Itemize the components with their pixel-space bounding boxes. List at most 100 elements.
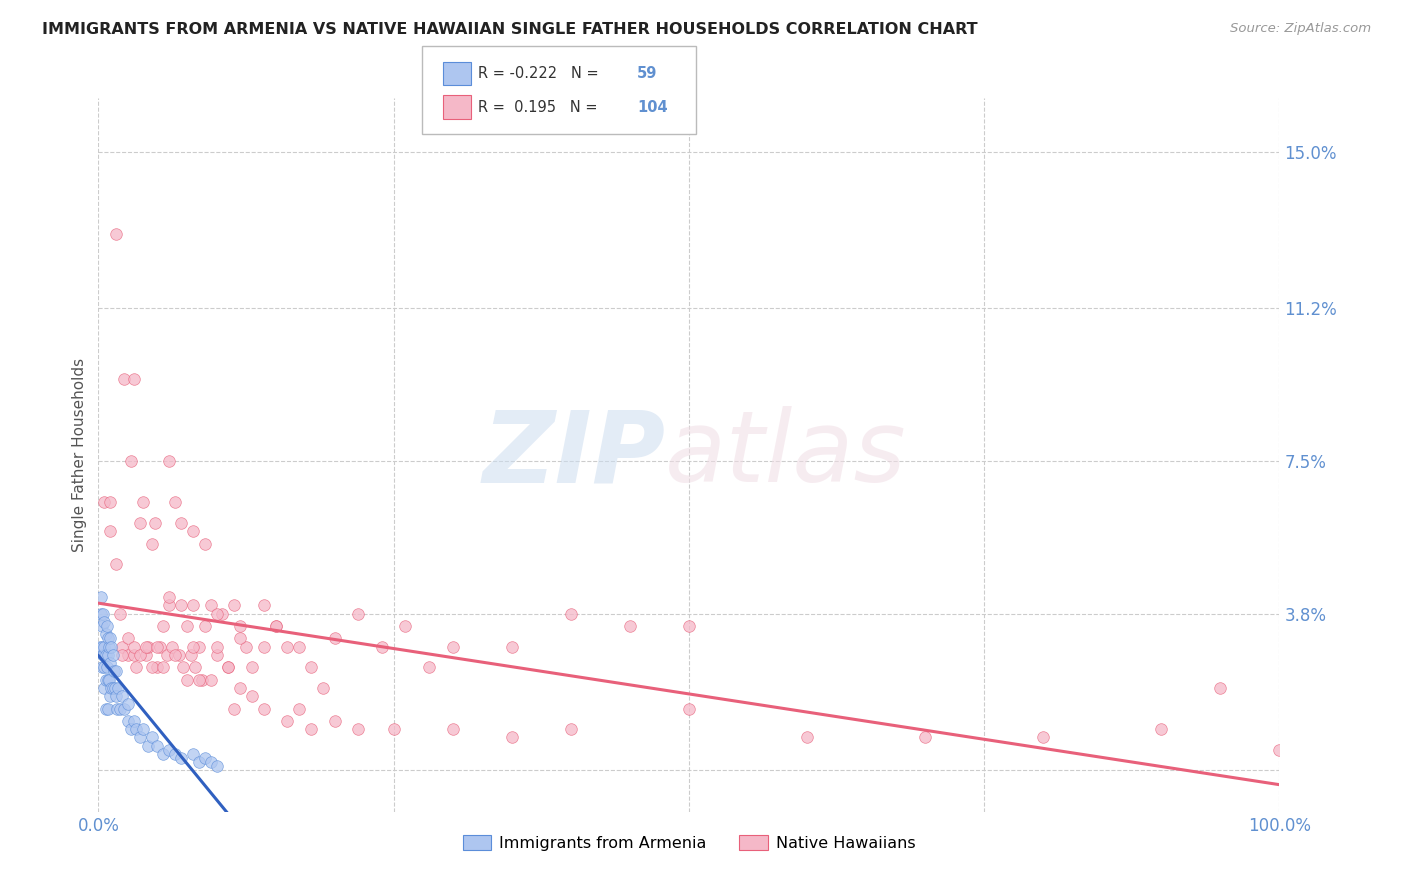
Text: 59: 59 (637, 66, 657, 80)
Point (94, 648, 117, 662)
Point (101, 681, 124, 695)
Point (98, 690, 121, 704)
Point (229, 619, 252, 633)
Point (96, 660, 118, 674)
Point (796, 731, 818, 745)
Y-axis label: Single Father Households: Single Father Households (72, 358, 87, 552)
Point (108, 607, 131, 621)
Point (288, 640, 311, 654)
Point (135, 648, 157, 662)
Point (98, 495, 121, 509)
Point (91, 648, 114, 662)
Point (240, 660, 263, 674)
Text: 104: 104 (637, 100, 668, 114)
Point (217, 660, 239, 674)
Point (141, 731, 163, 745)
Point (122, 648, 145, 662)
Point (394, 619, 416, 633)
Point (240, 690, 263, 704)
Point (97, 673, 120, 687)
Point (132, 723, 155, 737)
Point (501, 731, 523, 745)
Point (1150, 723, 1173, 737)
Point (111, 648, 134, 662)
Point (112, 371, 135, 385)
Point (152, 619, 174, 633)
Point (157, 743, 180, 757)
Point (224, 599, 246, 613)
Point (678, 701, 700, 715)
Point (90, 591, 112, 605)
Point (94, 673, 117, 687)
Point (194, 619, 217, 633)
Point (205, 648, 228, 662)
Point (1032, 731, 1054, 745)
Point (200, 756, 222, 770)
Point (323, 714, 346, 728)
Point (121, 454, 143, 468)
Point (157, 591, 180, 605)
Point (136, 739, 159, 753)
Point (165, 648, 187, 662)
Point (141, 536, 163, 550)
Point (619, 619, 641, 633)
Text: R = -0.222   N =: R = -0.222 N = (478, 66, 603, 80)
Point (560, 607, 582, 621)
Point (98, 524, 121, 539)
Point (167, 648, 190, 662)
Point (100, 681, 122, 695)
Point (418, 660, 440, 674)
Text: ZIP: ZIP (482, 407, 665, 503)
Point (111, 690, 134, 704)
Point (299, 660, 322, 674)
Point (122, 714, 145, 728)
Legend: Immigrants from Armenia, Native Hawaiians: Immigrants from Armenia, Native Hawaiian… (457, 829, 921, 857)
Point (200, 673, 222, 687)
Point (107, 681, 129, 695)
Point (93, 660, 115, 674)
Point (187, 756, 209, 770)
Point (156, 648, 179, 662)
Point (200, 599, 222, 613)
Point (105, 227, 128, 242)
Point (136, 640, 159, 654)
Point (105, 665, 128, 679)
Point (101, 648, 124, 662)
Point (91, 660, 114, 674)
Point (98, 632, 121, 646)
Point (146, 640, 169, 654)
Point (194, 536, 217, 550)
Point (105, 558, 128, 572)
Point (160, 640, 183, 654)
Point (98, 673, 121, 687)
Point (103, 665, 125, 679)
Point (91, 619, 114, 633)
Point (176, 673, 198, 687)
Point (135, 640, 157, 654)
Point (181, 747, 204, 761)
Point (224, 701, 246, 715)
Point (205, 607, 228, 621)
Point (184, 660, 207, 674)
Point (170, 516, 193, 530)
Point (264, 619, 287, 633)
Point (143, 516, 166, 530)
Point (560, 723, 582, 737)
Point (121, 723, 143, 737)
Point (1268, 743, 1291, 757)
Point (146, 739, 169, 753)
Point (312, 681, 335, 695)
Point (152, 660, 174, 674)
Point (229, 681, 252, 695)
Point (93, 681, 115, 695)
Point (117, 714, 139, 728)
Point (191, 673, 214, 687)
Point (165, 495, 187, 509)
Point (89, 640, 111, 654)
Point (96, 619, 118, 633)
Point (181, 524, 204, 539)
Point (382, 723, 405, 737)
Point (194, 751, 217, 765)
Point (93, 495, 115, 509)
Point (132, 495, 155, 509)
